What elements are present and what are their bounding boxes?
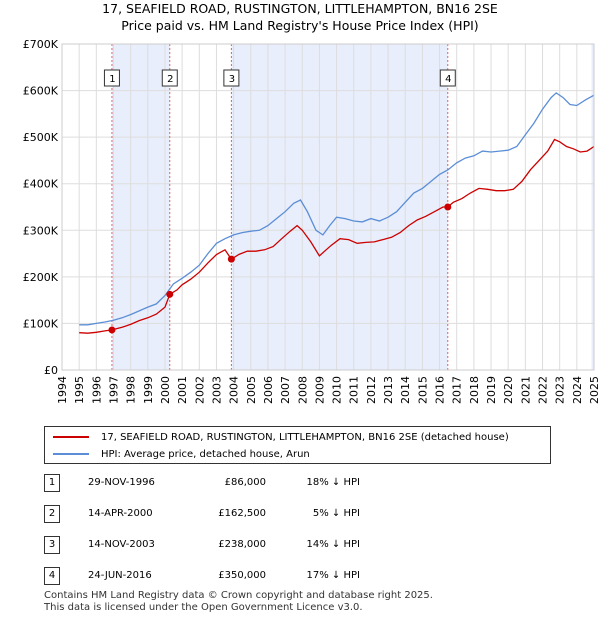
- x-tick-label: 2004: [228, 376, 241, 404]
- table-row: 2 14-APR-2000 £162,500 5% ↓ HPI: [0, 505, 600, 523]
- x-tick-label: 2014: [399, 376, 412, 404]
- table-row: 1 29-NOV-1996 £86,000 18% ↓ HPI: [0, 474, 600, 492]
- x-tick-label: 2017: [451, 376, 464, 404]
- x-tick-label: 2008: [296, 376, 309, 404]
- sale-point: [108, 326, 116, 334]
- sale-date: 14-APR-2000: [88, 508, 153, 519]
- x-tick-label: 2018: [468, 376, 481, 404]
- legend-hpi-label: HPI: Average price, detached house, Arun: [101, 448, 310, 460]
- table-row: 4 24-JUN-2016 £350,000 17% ↓ HPI: [0, 567, 600, 585]
- legend: 17, SEAFIELD ROAD, RUSTINGTON, LITTLEHAM…: [44, 426, 551, 464]
- x-tick-label: 2009: [313, 376, 326, 404]
- sale-number-label: 2: [167, 74, 173, 85]
- price-chart: £0 £100K £200K £300K £400K £500K £600K £700K 199…: [23, 38, 600, 404]
- x-tick-label: 2001: [176, 376, 189, 404]
- x-tick-label: 2019: [485, 376, 498, 404]
- legend-hpi-line: [53, 453, 89, 455]
- sale-number-label: 4: [445, 74, 451, 85]
- sale-hpi-diff: 14% ↓ HPI: [306, 539, 360, 550]
- sale-price: £86,000: [224, 477, 266, 488]
- footer-licence: This data is licensed under the Open Gov…: [44, 602, 363, 613]
- x-tick-label: 2023: [554, 376, 567, 404]
- x-tick-label: 1997: [107, 376, 120, 404]
- sale-price: £350,000: [218, 570, 266, 581]
- x-tick-label: 2011: [348, 376, 361, 404]
- sale-number-box: [223, 69, 240, 87]
- legend-property-line: [53, 436, 89, 438]
- x-tick-label: 2022: [537, 376, 550, 404]
- legend-item-hpi: HPI: Average price, detached house, Arun: [45, 446, 310, 462]
- x-tick-label: 2016: [434, 376, 447, 404]
- sale-hpi-diff: 5% ↓ HPI: [312, 508, 360, 519]
- y-tick-label: £300K: [23, 224, 59, 237]
- sale-number-box: [439, 69, 456, 87]
- x-tick-label: 1995: [73, 376, 86, 404]
- x-tick-label: 1999: [142, 376, 155, 404]
- x-tick-label: 2002: [193, 376, 206, 404]
- x-tick-label: 2025: [588, 376, 600, 404]
- sale-number-box: [161, 69, 178, 87]
- x-tick-label: 2012: [365, 376, 378, 404]
- x-tick-label: 2015: [416, 376, 429, 404]
- sale-price: £238,000: [218, 539, 266, 550]
- chart-subtitle: Price paid vs. HM Land Registry's House …: [121, 18, 479, 33]
- sale-number-label: 1: [109, 74, 115, 85]
- y-tick-label: £100K: [23, 317, 59, 330]
- sale-date: 24-JUN-2016: [88, 570, 152, 581]
- legend-property-label: 17, SEAFIELD ROAD, RUSTINGTON, LITTLEHAM…: [101, 431, 509, 443]
- sale-number-box: [103, 69, 120, 87]
- x-tick-label: 2005: [245, 376, 258, 404]
- x-tick-label: 1994: [56, 376, 69, 404]
- x-tick-label: 2013: [382, 376, 395, 404]
- y-tick-label: £200K: [23, 271, 59, 284]
- x-tick-label: 2010: [331, 376, 344, 404]
- sale-point: [444, 203, 452, 211]
- legend-item-property: 17, SEAFIELD ROAD, RUSTINGTON, LITTLEHAM…: [45, 429, 509, 445]
- sale-hpi-diff: 17% ↓ HPI: [306, 570, 360, 581]
- y-tick-label: £500K: [23, 131, 59, 144]
- sale-point: [166, 290, 174, 298]
- x-tick-label: 2006: [262, 376, 275, 404]
- plot-border: [61, 43, 595, 371]
- y-tick-label: £600K: [23, 85, 59, 98]
- sale-date: 29-NOV-1996: [88, 477, 155, 488]
- y-tick-label: £0: [44, 364, 58, 377]
- footer-copyright: Contains HM Land Registry data © Crown c…: [44, 590, 433, 601]
- footer: Contains HM Land Registry data © Crown c…: [44, 590, 433, 614]
- sale-number-label: 3: [229, 74, 235, 85]
- x-tick-label: 2003: [210, 376, 223, 404]
- shaded-span: [231, 44, 448, 370]
- shaded-span: [591, 44, 594, 370]
- y-tick-label: £400K: [23, 178, 59, 191]
- sale-number-badge: 2: [44, 505, 60, 523]
- chart-title: 17, SEAFIELD ROAD, RUSTINGTON, LITTLEHAM…: [102, 1, 498, 16]
- x-tick-label: 2021: [519, 376, 532, 404]
- x-tick-label: 2024: [571, 376, 584, 404]
- x-tick-label: 2000: [159, 376, 172, 404]
- x-tick-label: 1996: [90, 376, 103, 404]
- sale-hpi-diff: 18% ↓ HPI: [306, 477, 360, 488]
- sale-point: [227, 255, 235, 263]
- x-tick-label: 2007: [279, 376, 292, 404]
- sale-price: £162,500: [218, 508, 266, 519]
- sale-number-badge: 4: [44, 567, 60, 585]
- x-tick-label: 1998: [125, 376, 138, 404]
- sale-number-badge: 3: [44, 536, 60, 554]
- shaded-span: [111, 44, 170, 370]
- y-tick-label: £700K: [23, 38, 59, 51]
- x-tick-label: 2020: [502, 376, 515, 404]
- table-row: 3 14-NOV-2003 £238,000 14% ↓ HPI: [0, 536, 600, 554]
- sale-date: 14-NOV-2003: [88, 539, 155, 550]
- sale-number-badge: 1: [44, 474, 60, 492]
